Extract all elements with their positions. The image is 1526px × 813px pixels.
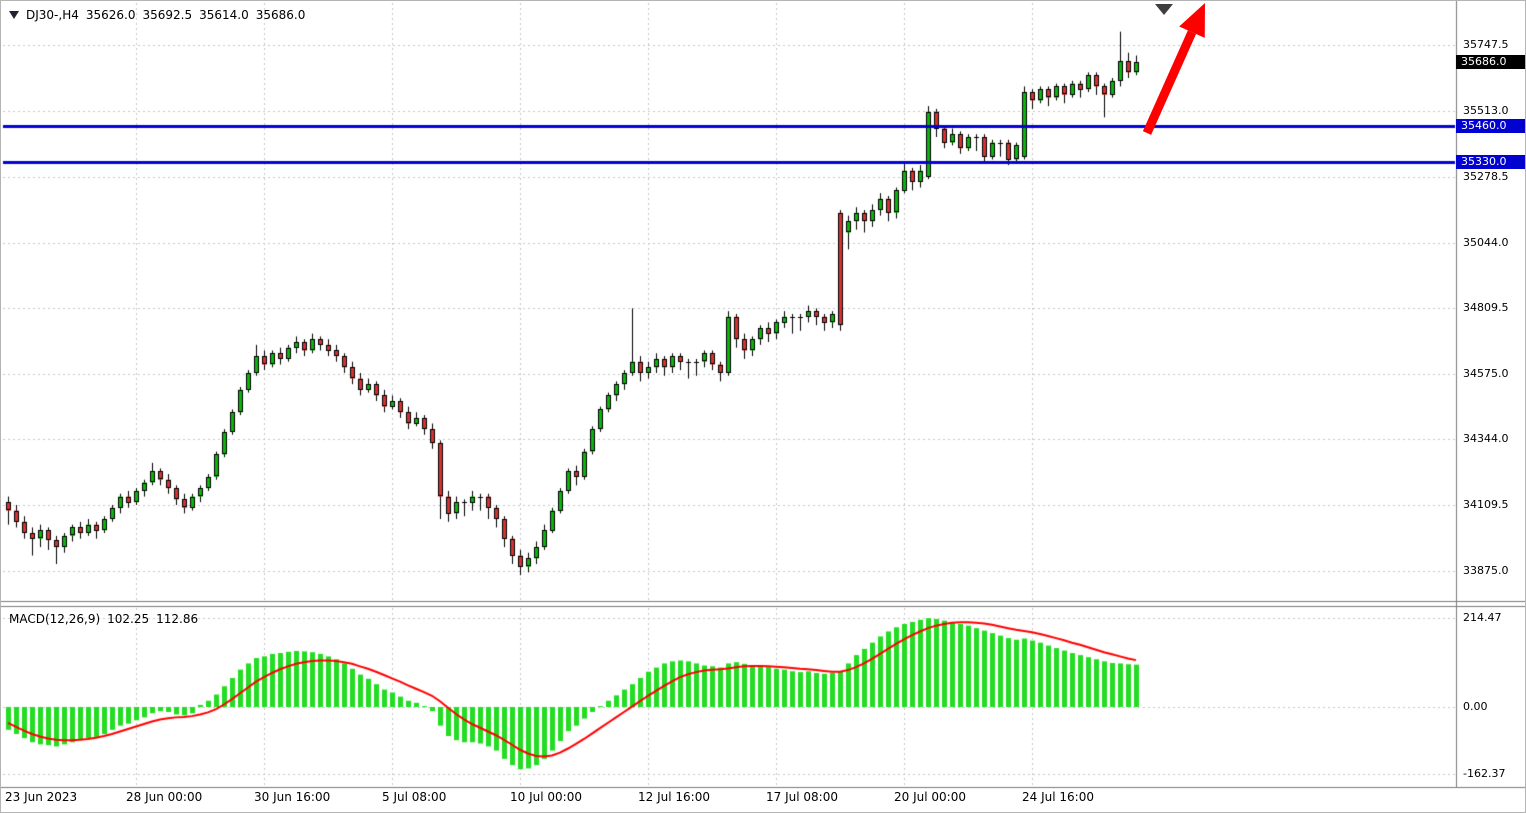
symbol-period-label: DJ30-,H4 (26, 8, 79, 22)
time-axis-tick: 17 Jul 08:00 (766, 790, 838, 804)
time-axis-tick: 24 Jul 16:00 (1022, 790, 1094, 804)
time-axis-tick: 23 Jun 2023 (5, 790, 78, 804)
ohlc-low-value: 35614.0 (199, 8, 249, 22)
time-axis-tick: 5 Jul 08:00 (382, 790, 447, 804)
time-axis-tick: 12 Jul 16:00 (638, 790, 710, 804)
macd-axis-tick: 0.00 (1463, 700, 1488, 713)
price-axis-tick: 35044.0 (1463, 235, 1509, 249)
price-axis-tick: 35513.0 (1463, 103, 1509, 117)
macd-indicator-label: MACD(12,26,9) 102.25 112.86 (9, 612, 198, 626)
price-axis-tick: 33875.0 (1463, 564, 1509, 577)
macd-main-value: 102.25 (107, 612, 150, 626)
price-axis-tick: 35278.5 (1463, 169, 1509, 183)
price-axis-tick: 34344.0 (1463, 432, 1509, 446)
time-axis-tick: 10 Jul 00:00 (510, 790, 582, 804)
trend-arrow-head-icon (1179, 3, 1205, 38)
price-axis-tick: 35747.5 (1463, 38, 1509, 51)
time-axis-tick: 20 Jul 00:00 (894, 790, 966, 804)
trend-arrow-shaft (1142, 30, 1197, 135)
chart-shift-marker-icon[interactable] (1155, 4, 1173, 15)
ohlc-close-value: 35686.0 (255, 8, 306, 22)
ohlc-open-value: 35626.0 (85, 8, 136, 22)
price-axis-tick: 34575.0 (1463, 367, 1509, 381)
macd-name: MACD(12,26,9) (9, 612, 101, 626)
symbol-marker-icon (9, 11, 19, 19)
macd-panel-area[interactable] (1, 607, 1456, 787)
macd-axis-tick: -162.37 (1463, 767, 1506, 781)
time-axis[interactable]: 23 Jun 2023 28 Jun 00:00 30 Jun 16:00 5 Jul… (1, 790, 1525, 812)
macd-signal-value: 112.86 (156, 612, 199, 626)
price-axis-tick: 34809.5 (1463, 301, 1509, 315)
main-chart-area[interactable] (1, 1, 1456, 601)
macd-axis-tick: 214.47 (1463, 610, 1502, 624)
chart-header: DJ30-,H4 35626.0 35692.5 35614.0 35686.0 (9, 8, 305, 22)
price-axis[interactable]: 35747.5 35513.0 35278.5 35044.0 34809.5 34575… (1457, 1, 1525, 787)
time-axis-tick: 28 Jun 00:00 (126, 790, 203, 804)
time-axis-tick: 30 Jun 16:00 (254, 790, 331, 804)
ohlc-high-value: 35692.5 (142, 8, 193, 22)
price-axis-tick: 34109.5 (1463, 498, 1509, 512)
